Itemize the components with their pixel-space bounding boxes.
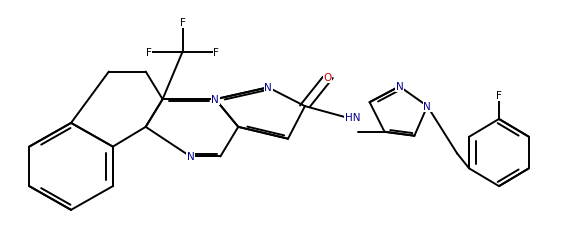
Text: F: F [213, 48, 219, 58]
Text: N: N [264, 83, 272, 93]
Text: F: F [496, 91, 502, 101]
Text: HN: HN [345, 112, 360, 122]
Text: N: N [187, 152, 194, 162]
Text: N: N [212, 95, 219, 105]
Text: F: F [180, 18, 186, 28]
Text: F: F [146, 48, 151, 58]
Text: N: N [423, 102, 431, 112]
Text: O: O [324, 73, 332, 83]
Text: N: N [396, 82, 403, 92]
